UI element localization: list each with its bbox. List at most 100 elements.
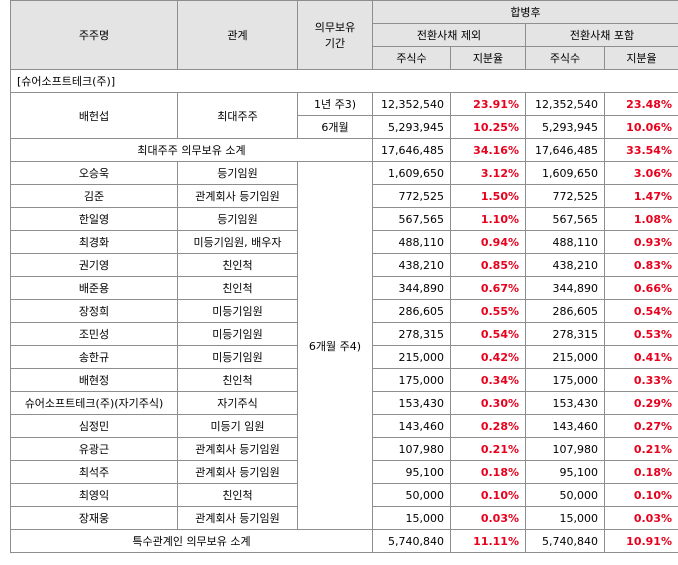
special-relation: 자기주식 bbox=[177, 391, 298, 415]
special-subtotal-ratio-excl: 11.11% bbox=[450, 529, 526, 553]
header-lockup-period: 의무보유 기간 bbox=[297, 0, 373, 70]
header-relation: 관계 bbox=[177, 0, 298, 70]
special-relation: 관계회사 등기임원 bbox=[177, 437, 298, 461]
header-excl-cb: 전환사채 제외 bbox=[372, 23, 526, 47]
special-row: 배준용 친인척 344,890 0.67% 344,890 0.66% bbox=[10, 276, 678, 300]
special-ratio-excl: 0.42% bbox=[450, 345, 526, 369]
special-shares-incl: 438,210 bbox=[525, 253, 605, 277]
company-row: [슈어소프트테크(주)] bbox=[10, 69, 678, 93]
largest-subtotal-ratio-incl: 33.54% bbox=[604, 138, 678, 162]
special-shares-excl: 286,605 bbox=[372, 299, 451, 323]
largest-shares-excl: 5,293,945 bbox=[372, 115, 451, 139]
special-shares-excl: 215,000 bbox=[372, 345, 451, 369]
special-row: 최영익 친인척 50,000 0.10% 50,000 0.10% bbox=[10, 483, 678, 507]
special-name: 김준 bbox=[10, 184, 178, 208]
special-shares-incl: 772,525 bbox=[525, 184, 605, 208]
special-ratio-incl: 0.66% bbox=[604, 276, 678, 300]
special-ratio-incl: 0.21% bbox=[604, 437, 678, 461]
header-row-3: 주식수 지분율 주식수 지분율 bbox=[11, 46, 678, 70]
special-relation: 관계회사 등기임원 bbox=[177, 460, 298, 484]
special-shares-excl: 567,565 bbox=[372, 207, 451, 231]
special-ratio-incl: 1.08% bbox=[604, 207, 678, 231]
special-name: 장정희 bbox=[10, 299, 178, 323]
largest-shares-incl: 5,293,945 bbox=[525, 115, 605, 139]
special-ratio-excl: 0.18% bbox=[450, 460, 526, 484]
largest-ratio-incl: 10.06% bbox=[604, 115, 678, 139]
special-shares-incl: 153,430 bbox=[525, 391, 605, 415]
special-ratio-excl: 0.21% bbox=[450, 437, 526, 461]
special-relation: 관계회사 등기임원 bbox=[177, 506, 298, 530]
largest-period: 6개월 bbox=[297, 115, 373, 139]
special-shares-excl: 95,100 bbox=[372, 460, 451, 484]
special-shares-excl: 107,980 bbox=[372, 437, 451, 461]
header-ratio-incl: 지분율 bbox=[604, 46, 678, 70]
largest-ratio-excl: 23.91% bbox=[450, 92, 526, 116]
special-ratio-incl: 3.06% bbox=[604, 161, 678, 185]
special-ratio-excl: 1.50% bbox=[450, 184, 526, 208]
header-shareholder: 주주명 bbox=[10, 0, 178, 70]
header-shares-incl: 주식수 bbox=[525, 46, 605, 70]
special-row: 장재웅 관계회사 등기임원 15,000 0.03% 15,000 0.03% bbox=[10, 506, 678, 530]
special-row: 배현정 친인척 175,000 0.34% 175,000 0.33% bbox=[10, 368, 678, 392]
special-name: 한일영 bbox=[10, 207, 178, 231]
special-shares-excl: 143,460 bbox=[372, 414, 451, 438]
special-ratio-incl: 0.03% bbox=[604, 506, 678, 530]
special-relation: 관계회사 등기임원 bbox=[177, 184, 298, 208]
special-relation: 미등기임원 bbox=[177, 299, 298, 323]
special-shares-incl: 107,980 bbox=[525, 437, 605, 461]
special-subtotal-label: 특수관계인 의무보유 소계 bbox=[10, 529, 373, 553]
special-ratio-incl: 0.53% bbox=[604, 322, 678, 346]
special-name: 장재웅 bbox=[10, 506, 178, 530]
special-ratio-excl: 0.55% bbox=[450, 299, 526, 323]
header-shares-excl: 주식수 bbox=[372, 46, 451, 70]
special-ratio-incl: 0.83% bbox=[604, 253, 678, 277]
special-shares-excl: 50,000 bbox=[372, 483, 451, 507]
special-relation: 미등기 임원 bbox=[177, 414, 298, 438]
header-lockup-period-line1: 의무보유 bbox=[314, 21, 356, 34]
largest-period: 1년 주3) bbox=[297, 92, 373, 116]
special-relation: 등기임원 bbox=[177, 207, 298, 231]
header-after-merger: 합병후 bbox=[372, 0, 678, 24]
largest-subtotal-shares-incl: 17,646,485 bbox=[525, 138, 605, 162]
special-ratio-excl: 3.12% bbox=[450, 161, 526, 185]
special-relation: 미등기임원 bbox=[177, 322, 298, 346]
special-shares-incl: 1,609,650 bbox=[525, 161, 605, 185]
largest-shares-excl: 12,352,540 bbox=[372, 92, 451, 116]
special-name: 배준용 bbox=[10, 276, 178, 300]
special-ratio-excl: 0.94% bbox=[450, 230, 526, 254]
largest-subtotal-shares-excl: 17,646,485 bbox=[372, 138, 451, 162]
special-name: 최영익 bbox=[10, 483, 178, 507]
header-row-1: 주주명 관계 의무보유 기간 합병후 bbox=[10, 0, 678, 70]
special-shares-incl: 175,000 bbox=[525, 368, 605, 392]
special-row: 한일영 등기임원 567,565 1.10% 567,565 1.08% bbox=[10, 207, 678, 231]
special-shares-excl: 344,890 bbox=[372, 276, 451, 300]
special-row: 유광근 관계회사 등기임원 107,980 0.21% 107,980 0.21% bbox=[10, 437, 678, 461]
special-ratio-excl: 1.10% bbox=[450, 207, 526, 231]
special-ratio-excl: 0.10% bbox=[450, 483, 526, 507]
special-ratio-incl: 1.47% bbox=[604, 184, 678, 208]
special-row: 최경화 미등기임원, 배우자 488,110 0.94% 488,110 0.93% bbox=[10, 230, 678, 254]
special-row: 오승욱 등기임원 6개월 주4) 1,609,650 3.12% 1,609,650 3.0… bbox=[10, 161, 678, 530]
header-lockup-period-line2: 기간 bbox=[324, 37, 346, 50]
special-name: 슈어소프트테크(주)(자기주식) bbox=[10, 391, 178, 415]
special-subtotal-row: 특수관계인 의무보유 소계 5,740,840 11.11% 5,740,840 10.… bbox=[10, 529, 678, 553]
special-shares-incl: 95,100 bbox=[525, 460, 605, 484]
special-ratio-incl: 0.10% bbox=[604, 483, 678, 507]
special-subtotal-shares-excl: 5,740,840 bbox=[372, 529, 451, 553]
special-period: 6개월 주4) bbox=[297, 161, 373, 530]
special-name: 심정민 bbox=[10, 414, 178, 438]
special-relation: 등기임원 bbox=[177, 161, 298, 185]
special-relation: 미등기임원 bbox=[177, 345, 298, 369]
special-ratio-incl: 0.54% bbox=[604, 299, 678, 323]
special-subtotal-ratio-incl: 10.91% bbox=[604, 529, 678, 553]
special-relation: 친인척 bbox=[177, 483, 298, 507]
special-shares-excl: 278,315 bbox=[372, 322, 451, 346]
special-shares-excl: 153,430 bbox=[372, 391, 451, 415]
special-shares-incl: 286,605 bbox=[525, 299, 605, 323]
special-name: 배현정 bbox=[10, 368, 178, 392]
special-ratio-incl: 0.27% bbox=[604, 414, 678, 438]
special-shares-incl: 278,315 bbox=[525, 322, 605, 346]
special-ratio-excl: 0.34% bbox=[450, 368, 526, 392]
special-name: 조민성 bbox=[10, 322, 178, 346]
special-shares-excl: 772,525 bbox=[372, 184, 451, 208]
